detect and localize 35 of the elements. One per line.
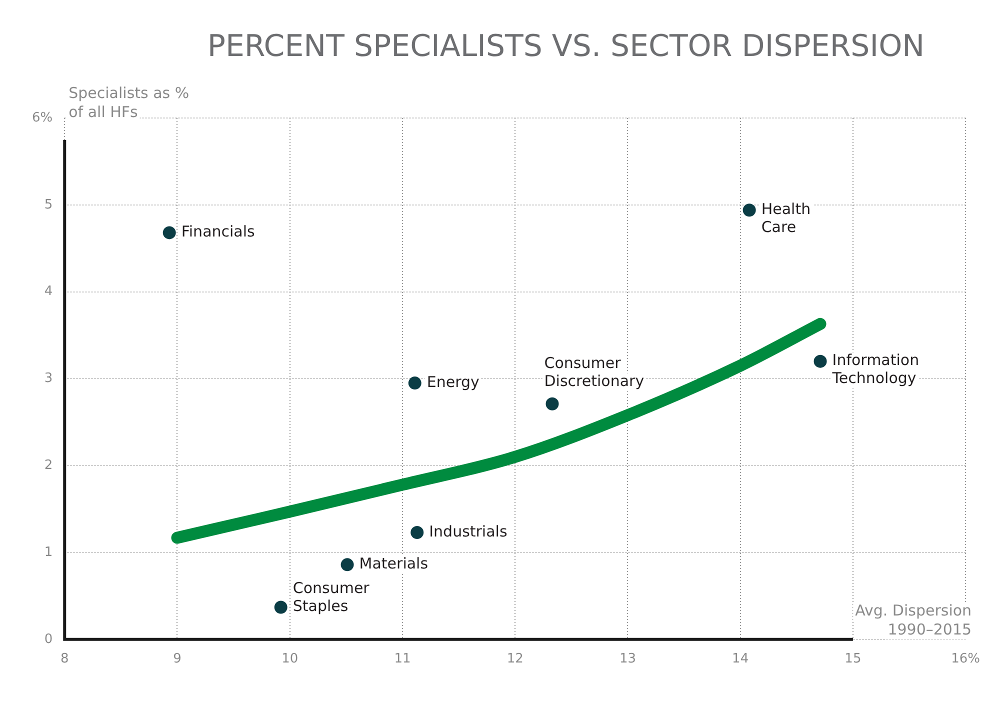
x-tick-label: 9 bbox=[173, 652, 182, 667]
point bbox=[410, 526, 424, 540]
annotation: Consumer Discretionary bbox=[544, 354, 644, 390]
point bbox=[814, 354, 827, 368]
x-tick-label: 13 bbox=[619, 652, 636, 667]
y-tick-label: 4 bbox=[44, 284, 53, 300]
y-tick-label: 5 bbox=[44, 197, 53, 212]
y-tick-label: 0 bbox=[44, 632, 53, 647]
x-tick-label: 12 bbox=[506, 652, 524, 667]
x-tick-label: 14 bbox=[732, 652, 749, 667]
point bbox=[340, 558, 354, 572]
y-tick-label: 1 bbox=[44, 544, 53, 560]
point bbox=[274, 600, 288, 614]
x-tick-label: 11 bbox=[394, 652, 411, 667]
annotation: Consumer Staples bbox=[292, 579, 370, 616]
y-axis-title: Specialists as % of all HFs bbox=[68, 84, 190, 121]
x-tick-label: 16% bbox=[951, 652, 980, 667]
x-tick-label: 10 bbox=[282, 652, 298, 667]
y-tick-label: 2 bbox=[44, 458, 53, 473]
chart-title: PERCENT SPECIALISTS VS. SECTOR DISPERSION bbox=[207, 28, 925, 64]
point bbox=[742, 204, 756, 217]
point bbox=[408, 376, 422, 390]
annotation: Energy bbox=[426, 372, 480, 391]
point bbox=[546, 397, 559, 410]
annotation: Financials bbox=[181, 222, 256, 241]
point bbox=[162, 226, 176, 240]
annotation: Materials bbox=[359, 554, 428, 573]
y-tick-label: 3 bbox=[44, 371, 53, 386]
x-axis-title: Avg. Dispersion 1990–2015 bbox=[855, 601, 972, 638]
x-tick-label: 8 bbox=[60, 652, 69, 667]
annotation: Information Technology bbox=[831, 351, 920, 388]
y-tick-label: 6% bbox=[32, 110, 53, 126]
x-tick-label: 15 bbox=[844, 652, 862, 667]
annotation: Health Care bbox=[761, 200, 811, 236]
annotation: Industrials bbox=[429, 522, 508, 540]
